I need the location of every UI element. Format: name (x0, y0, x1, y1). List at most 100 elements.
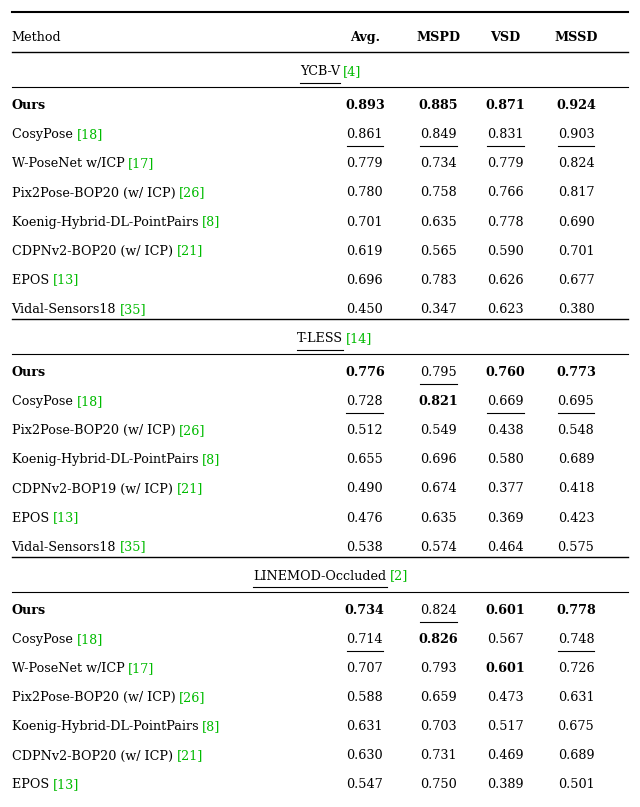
Text: 0.669: 0.669 (487, 395, 524, 408)
Text: MSPD: MSPD (417, 31, 460, 44)
Text: Ours: Ours (12, 604, 45, 617)
Text: 0.779: 0.779 (346, 157, 383, 170)
Text: 0.773: 0.773 (556, 366, 596, 379)
Text: 0.548: 0.548 (557, 424, 595, 437)
Text: [8]: [8] (202, 721, 221, 734)
Text: [21]: [21] (177, 483, 203, 495)
Text: [26]: [26] (179, 186, 206, 199)
Text: 0.580: 0.580 (487, 454, 524, 466)
Text: 0.795: 0.795 (420, 366, 457, 379)
Text: 0.623: 0.623 (487, 303, 524, 316)
Text: 0.635: 0.635 (420, 512, 457, 525)
Text: 0.871: 0.871 (486, 99, 525, 112)
Text: EPOS: EPOS (12, 779, 52, 792)
Text: Ours: Ours (12, 99, 45, 112)
Text: 0.779: 0.779 (487, 157, 524, 170)
Text: [17]: [17] (128, 663, 155, 675)
Text: [8]: [8] (202, 215, 221, 228)
Text: YCB-V: YCB-V (300, 65, 340, 77)
Text: 0.476: 0.476 (346, 512, 383, 525)
Text: [14]: [14] (346, 332, 372, 345)
Text: Vidal-Sensors18: Vidal-Sensors18 (12, 541, 120, 554)
Text: 0.469: 0.469 (487, 750, 524, 763)
Text: LINEMOD-Occluded: LINEMOD-Occluded (253, 570, 387, 583)
Text: 0.626: 0.626 (487, 274, 524, 286)
Text: 0.677: 0.677 (557, 274, 595, 286)
Text: CDPNv2-BOP20 (w/ ICP): CDPNv2-BOP20 (w/ ICP) (12, 245, 177, 257)
Text: MSSD: MSSD (554, 31, 598, 44)
Text: 0.728: 0.728 (346, 395, 383, 408)
Text: 0.734: 0.734 (420, 157, 457, 170)
Text: CDPNv2-BOP19 (w/ ICP): CDPNv2-BOP19 (w/ ICP) (12, 483, 177, 495)
Text: 0.924: 0.924 (556, 99, 596, 112)
Text: 0.347: 0.347 (420, 303, 457, 316)
Text: 0.619: 0.619 (346, 245, 383, 257)
Text: Ours: Ours (12, 366, 45, 379)
Text: 0.731: 0.731 (420, 750, 457, 763)
Text: 0.826: 0.826 (419, 633, 458, 646)
Text: 0.893: 0.893 (345, 99, 385, 112)
Text: [13]: [13] (52, 779, 79, 792)
Text: 0.861: 0.861 (346, 128, 383, 141)
Text: [13]: [13] (52, 512, 79, 525)
Text: 0.517: 0.517 (487, 721, 524, 734)
Text: CosyPose: CosyPose (12, 633, 76, 646)
Text: 0.675: 0.675 (557, 721, 595, 734)
Text: EPOS: EPOS (12, 512, 52, 525)
Text: [21]: [21] (177, 750, 203, 763)
Text: 0.473: 0.473 (487, 692, 524, 705)
Text: [13]: [13] (52, 274, 79, 286)
Text: [18]: [18] (76, 395, 103, 408)
Text: Vidal-Sensors18: Vidal-Sensors18 (12, 303, 120, 316)
Text: 0.766: 0.766 (487, 186, 524, 199)
Text: 0.849: 0.849 (420, 128, 457, 141)
Text: 0.464: 0.464 (487, 541, 524, 554)
Text: 0.748: 0.748 (557, 633, 595, 646)
Text: Pix2Pose-BOP20 (w/ ICP): Pix2Pose-BOP20 (w/ ICP) (12, 186, 179, 199)
Text: Method: Method (12, 31, 61, 44)
Text: CosyPose: CosyPose (12, 395, 76, 408)
Text: 0.389: 0.389 (487, 779, 524, 792)
Text: 0.547: 0.547 (346, 779, 383, 792)
Text: 0.817: 0.817 (557, 186, 595, 199)
Text: 0.567: 0.567 (487, 633, 524, 646)
Text: Pix2Pose-BOP20 (w/ ICP): Pix2Pose-BOP20 (w/ ICP) (12, 424, 179, 437)
Text: 0.824: 0.824 (420, 604, 457, 617)
Text: 0.885: 0.885 (419, 99, 458, 112)
Text: [35]: [35] (120, 541, 147, 554)
Text: 0.450: 0.450 (346, 303, 383, 316)
Text: 0.631: 0.631 (346, 721, 383, 734)
Text: EPOS: EPOS (12, 274, 52, 286)
Text: [2]: [2] (390, 570, 408, 583)
Text: 0.635: 0.635 (420, 215, 457, 228)
Text: 0.369: 0.369 (487, 512, 524, 525)
Text: 0.377: 0.377 (487, 483, 524, 495)
Text: 0.831: 0.831 (487, 128, 524, 141)
Text: 0.575: 0.575 (557, 541, 595, 554)
Text: 0.601: 0.601 (486, 663, 525, 675)
Text: 0.689: 0.689 (557, 750, 595, 763)
Text: 0.714: 0.714 (346, 633, 383, 646)
Text: 0.776: 0.776 (345, 366, 385, 379)
Text: 0.380: 0.380 (557, 303, 595, 316)
Text: 0.824: 0.824 (557, 157, 595, 170)
Text: 0.701: 0.701 (557, 245, 595, 257)
Text: 0.630: 0.630 (346, 750, 383, 763)
Text: [35]: [35] (120, 303, 147, 316)
Text: 0.588: 0.588 (346, 692, 383, 705)
Text: [8]: [8] (202, 454, 221, 466)
Text: 0.659: 0.659 (420, 692, 457, 705)
Text: 0.696: 0.696 (420, 454, 457, 466)
Text: 0.549: 0.549 (420, 424, 457, 437)
Text: Avg.: Avg. (350, 31, 380, 44)
Text: 0.703: 0.703 (420, 721, 457, 734)
Text: 0.758: 0.758 (420, 186, 457, 199)
Text: 0.689: 0.689 (557, 454, 595, 466)
Text: 0.674: 0.674 (420, 483, 457, 495)
Text: 0.783: 0.783 (420, 274, 457, 286)
Text: 0.574: 0.574 (420, 541, 457, 554)
Text: 0.695: 0.695 (557, 395, 595, 408)
Text: CosyPose: CosyPose (12, 128, 76, 141)
Text: 0.512: 0.512 (346, 424, 383, 437)
Text: 0.760: 0.760 (486, 366, 525, 379)
